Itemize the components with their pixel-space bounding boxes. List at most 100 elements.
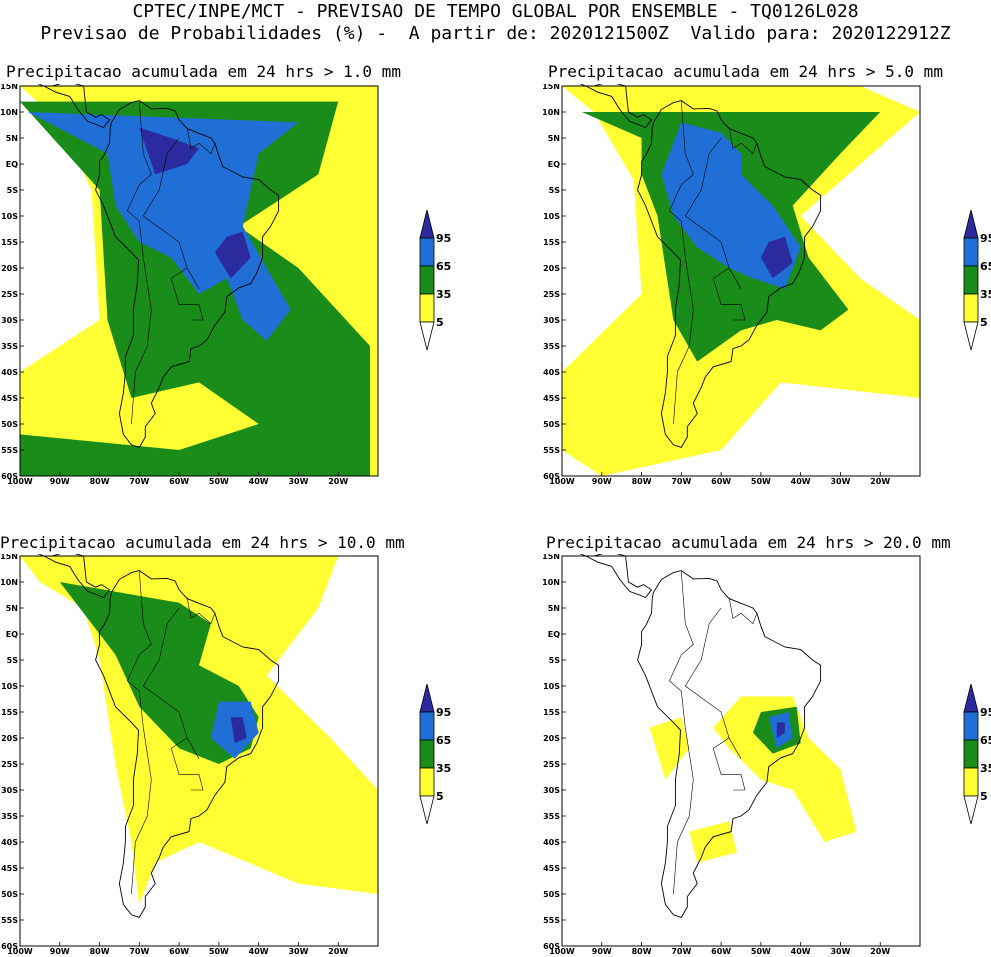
- central-america-coastline: [562, 554, 653, 599]
- country-border: [669, 101, 694, 258]
- lon-label: 50W: [751, 947, 771, 954]
- lon-label: 100W: [7, 477, 33, 484]
- lon-label: 30W: [288, 947, 308, 954]
- lat-label: 5S: [7, 186, 19, 195]
- lat-label: 10S: [543, 682, 560, 691]
- lat-label: 25S: [1, 760, 18, 769]
- colorbar-label: 5: [436, 316, 444, 329]
- lat-label: 10S: [543, 212, 560, 221]
- lat-label: 35S: [1, 342, 18, 351]
- country-border: [198, 142, 216, 155]
- colorbar-top-arrow: [963, 209, 979, 239]
- lon-label: 20W: [870, 947, 890, 954]
- map-panel-10mm: 15N 10N 5N EQ 5S 10S 15S 20S 25S 30S 35S 40S 45S 50S 5…: [0, 554, 382, 954]
- lat-label: 50S: [1, 890, 18, 899]
- precip-contour-c5: [689, 821, 737, 863]
- lon-label: 20W: [328, 947, 348, 954]
- precip-contour-c35: [20, 101, 370, 476]
- lon-label: 40W: [791, 477, 811, 484]
- lon-label: 50W: [209, 947, 229, 954]
- lon-label: 50W: [751, 477, 771, 484]
- lon-label: 60W: [711, 947, 731, 954]
- lat-label: 30S: [543, 316, 560, 325]
- precip-contour-c65: [661, 122, 801, 289]
- lat-label: 55S: [543, 446, 560, 455]
- lat-label: 60S: [1, 942, 18, 951]
- lat-label: 5N: [548, 604, 560, 613]
- lat-label: 40S: [543, 368, 560, 377]
- colorbar-label: 65: [436, 260, 451, 273]
- colorbar-label: 5: [980, 316, 988, 329]
- lat-label: 20S: [543, 734, 560, 743]
- country-border: [728, 597, 742, 619]
- lat-label: 5N: [6, 134, 18, 143]
- lat-label: 25S: [1, 290, 18, 299]
- lat-label: 5S: [549, 186, 561, 195]
- country-border: [186, 127, 200, 149]
- colorbar-label: 35: [436, 762, 451, 775]
- colorbar-top-arrow: [419, 683, 435, 713]
- lon-label: 50W: [209, 477, 229, 484]
- country-border: [170, 737, 204, 791]
- country-border: [198, 612, 216, 625]
- lat-label: 20S: [543, 264, 560, 273]
- lat-label: 35S: [543, 812, 560, 821]
- lat-label: 15S: [543, 708, 560, 717]
- lat-label: 20S: [1, 734, 18, 743]
- colorbar-label: 5: [980, 790, 988, 803]
- precip-contour-c5: [713, 696, 857, 842]
- country-border: [673, 727, 694, 895]
- lat-label: 60S: [1, 472, 18, 481]
- lat-label: 20S: [1, 264, 18, 273]
- lat-label: 30S: [1, 786, 18, 795]
- precip-contour-c5: [649, 717, 690, 780]
- lat-label: 60S: [543, 942, 560, 951]
- colorbar-label: 35: [980, 288, 991, 301]
- map-panel-20mm: 15N 10N 5N EQ 5S 10S 15S 20S 25S 30S 35S 40S 45S 50S 5…: [542, 554, 924, 954]
- lon-label: 30W: [830, 477, 850, 484]
- lat-label: 5S: [7, 656, 19, 665]
- colorbar-bottom-arrow: [419, 321, 435, 351]
- lat-label: 50S: [543, 890, 560, 899]
- lat-label: 30S: [543, 786, 560, 795]
- colorbar-bottom-arrow: [963, 321, 979, 351]
- colorbar-label: 95: [436, 232, 451, 245]
- lat-label: 15N: [0, 84, 18, 91]
- panel-title-20mm: Precipitacao acumulada em 24 hrs > 20.0 …: [546, 533, 951, 552]
- colorbar-top-arrow: [419, 209, 435, 239]
- lat-label: 10N: [0, 578, 18, 587]
- lat-label: 45S: [543, 394, 560, 403]
- lat-label: 10N: [0, 108, 18, 117]
- map-panel-1mm: 15N 10N 5N EQ 5S 10S 15S 20S 25S 30S 35S 40S 45S 50S 5…: [0, 84, 382, 484]
- panel-title-1mm: Precipitacao acumulada em 24 hrs > 1.0 m…: [6, 62, 401, 81]
- map-frame: [19, 85, 379, 477]
- lat-label: 5S: [549, 656, 561, 665]
- lat-label: 55S: [1, 446, 18, 455]
- colorbar-label: 65: [436, 734, 451, 747]
- country-border: [170, 267, 204, 321]
- colorbar-label: 95: [980, 232, 991, 245]
- country-border: [673, 257, 694, 425]
- country-border: [186, 597, 200, 619]
- header-line-1: CPTEC/INPE/MCT - PREVISAO DE TEMPO GLOBA…: [132, 1, 859, 22]
- colorbar-label: 95: [436, 706, 451, 719]
- colorbar-segment: [963, 739, 979, 769]
- lon-label: 80W: [90, 947, 110, 954]
- colorbar-20mm: 95 65 35 5: [962, 682, 991, 836]
- lat-label: 5N: [548, 134, 560, 143]
- lat-label: 55S: [543, 916, 560, 925]
- lat-label: EQ: [6, 160, 18, 169]
- lon-label: 70W: [129, 947, 149, 954]
- map-20mm: 15N 10N 5N EQ 5S 10S 15S 20S 25S 30S 35S 40S 45S 50S 5…: [542, 554, 921, 954]
- colorbar-label: 5: [436, 790, 444, 803]
- lon-label: 100W: [549, 947, 575, 954]
- central-america-coastline: [20, 554, 111, 599]
- precip-contour-c95: [230, 717, 247, 744]
- colorbar-segment: [963, 293, 979, 323]
- lon-label: 30W: [830, 947, 850, 954]
- precip-contour-c95: [760, 236, 793, 279]
- country-border: [669, 571, 694, 728]
- colorbar-segment: [419, 711, 435, 741]
- map-frame: [561, 85, 921, 477]
- lat-label: 10N: [542, 108, 560, 117]
